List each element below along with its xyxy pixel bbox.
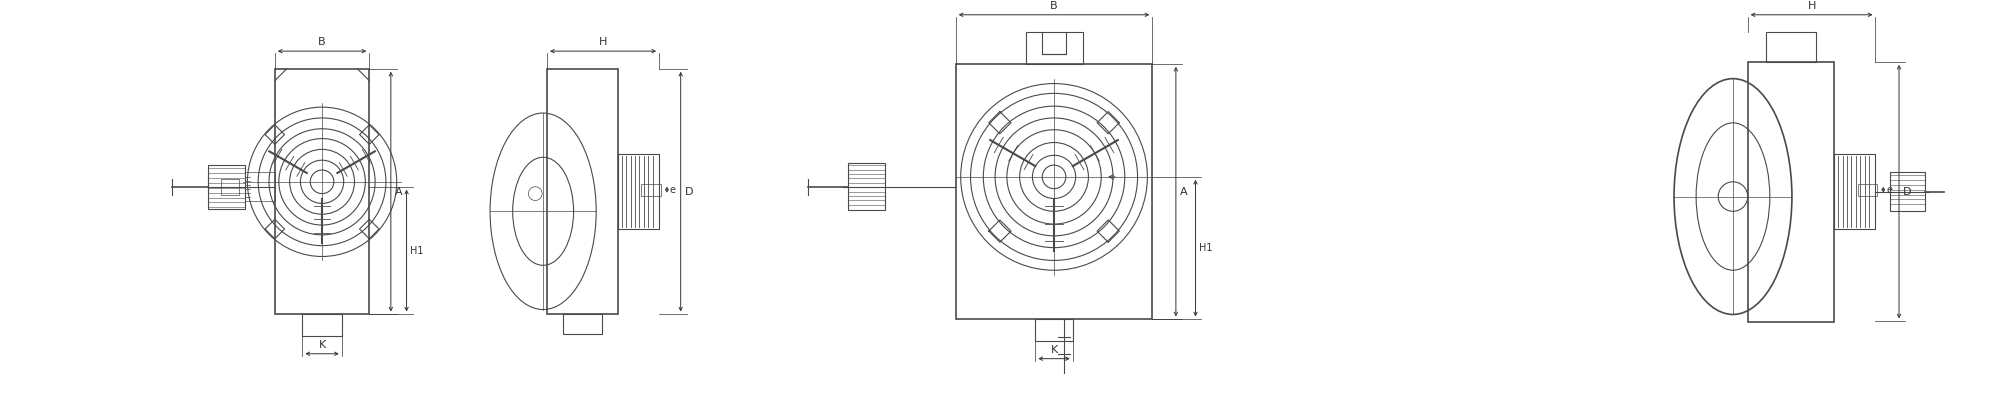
- Bar: [1891, 172, 1925, 211]
- Bar: [1767, 32, 1815, 62]
- Text: A: A: [394, 187, 402, 197]
- Bar: [208, 165, 246, 209]
- Text: H: H: [598, 37, 606, 47]
- Bar: [1747, 62, 1835, 322]
- Bar: [1027, 32, 1083, 64]
- Text: A: A: [1181, 187, 1187, 197]
- Bar: [246, 172, 274, 202]
- Text: H: H: [1807, 1, 1815, 11]
- Text: D: D: [684, 187, 692, 197]
- Text: D: D: [1903, 187, 1911, 197]
- Bar: [956, 64, 1153, 319]
- Bar: [618, 154, 658, 229]
- Bar: [546, 69, 618, 314]
- Bar: [562, 314, 602, 334]
- Bar: [220, 179, 238, 194]
- Text: e: e: [670, 185, 676, 195]
- Bar: [848, 163, 884, 210]
- Text: K: K: [1051, 345, 1059, 355]
- Text: H1: H1: [410, 246, 424, 255]
- Bar: [642, 184, 660, 196]
- Text: H1: H1: [1199, 243, 1213, 253]
- Bar: [302, 314, 342, 336]
- Bar: [1857, 184, 1877, 196]
- Text: K: K: [318, 340, 326, 350]
- Bar: [1835, 154, 1875, 229]
- Bar: [1035, 319, 1073, 341]
- Bar: [274, 69, 370, 314]
- Text: e: e: [1887, 185, 1893, 195]
- Text: B: B: [318, 37, 326, 47]
- Text: B: B: [1051, 1, 1059, 11]
